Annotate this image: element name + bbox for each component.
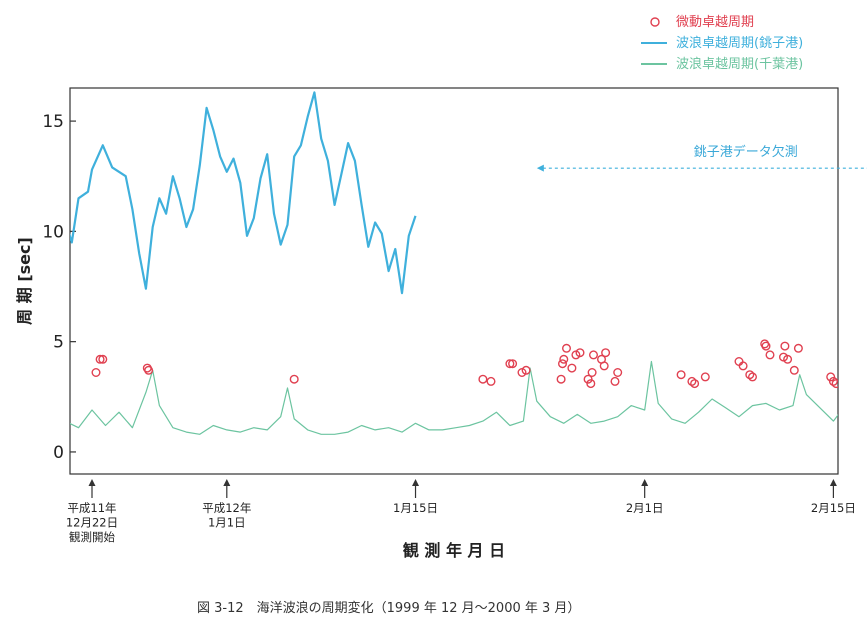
legend-label: 波浪卓越周期(千葉港)	[676, 57, 803, 72]
microseism-point	[700, 372, 710, 382]
microseism-point	[761, 341, 771, 351]
y-tick-label: 15	[42, 112, 64, 132]
x-axis: 平成11年12月22日観測開始平成12年1月1日1月15日2月1日2月15日3月…	[66, 479, 856, 544]
plot-area: 0 5 10 15 銚子港データ欠測	[42, 87, 867, 475]
microseism-point	[599, 361, 609, 371]
date-tick-label: 2月15日	[811, 501, 856, 515]
series-layer	[70, 91, 859, 435]
y-tick-label: 5	[53, 333, 64, 353]
microseism-point	[91, 368, 101, 378]
arrowhead-up-icon	[223, 479, 231, 486]
series-line-wave_chiba-1	[70, 360, 838, 435]
microseism-point	[793, 343, 803, 353]
microseism-point	[521, 365, 531, 375]
microseism-point	[783, 354, 793, 364]
microseism-point	[575, 348, 585, 358]
arrowhead-up-icon	[412, 479, 420, 486]
microseism-point	[676, 370, 686, 380]
legend-label: 微動卓越周期	[676, 15, 754, 30]
date-tick-label: 2月1日	[626, 501, 664, 515]
microseism-point	[687, 376, 697, 386]
plot-frame	[69, 87, 839, 475]
microseism-point	[508, 359, 518, 369]
microseism-point	[601, 348, 611, 358]
microseism-point	[851, 360, 859, 368]
date-tick-label: 1月15日	[393, 501, 438, 515]
microseism-point	[505, 359, 515, 369]
microseism-point	[849, 360, 857, 368]
microseism-point	[610, 376, 620, 386]
microseism-point	[556, 374, 566, 384]
microseism-point	[843, 342, 851, 350]
date-tick-label: 平成12年 1月1日	[202, 501, 251, 530]
y-axis-title: 周 期 [sec]	[15, 237, 34, 325]
microseism-point	[831, 379, 838, 389]
microseism-point	[690, 379, 700, 389]
arrowhead-up-icon	[641, 479, 649, 486]
y-axis: 0 5 10 15	[42, 112, 76, 463]
microseism-point	[745, 370, 755, 380]
microseism-point	[828, 376, 838, 386]
microseism-point	[562, 343, 572, 353]
microseism-point	[583, 374, 593, 384]
arrowhead-up-icon	[829, 479, 837, 486]
microseism-point	[98, 354, 108, 364]
figure-caption: 図 3-12 海洋波浪の周期変化（1999 年 12 月～2000 年 3 月）	[197, 600, 580, 616]
microseism-point	[144, 365, 154, 375]
microseism-point	[586, 379, 596, 389]
microseism-point	[738, 361, 748, 371]
microseism-point	[748, 372, 758, 382]
arrowhead-left-icon	[536, 164, 544, 172]
y-tick-label: 0	[53, 443, 64, 463]
microseism-point	[559, 354, 569, 364]
microseism-point	[589, 350, 599, 360]
microseism-point	[765, 350, 775, 360]
microseism-point	[789, 365, 799, 375]
microseism-point	[826, 372, 836, 382]
missing-data-annotation: 銚子港データ欠測	[536, 144, 867, 172]
microseism-point	[840, 353, 848, 361]
microseism-point	[558, 359, 568, 369]
date-tick-label: 平成11年 12月22日観測開始	[66, 501, 118, 544]
microseism-point	[486, 376, 496, 386]
microseism-point	[780, 341, 790, 351]
microseism-point	[587, 368, 597, 378]
x-axis-title: 観 測 年 月 日	[403, 541, 505, 560]
microseism-point	[613, 368, 623, 378]
legend-label: 波浪卓越周期(銚子港)	[676, 36, 803, 51]
microseism-point	[289, 374, 299, 384]
microseism-point	[478, 374, 488, 384]
microseism-point	[95, 354, 105, 364]
microseism-point	[567, 363, 577, 373]
y-tick-label: 10	[42, 222, 64, 242]
legend-marker	[650, 17, 660, 27]
arrowhead-up-icon	[88, 479, 96, 486]
missing-data-label: 銚子港データ欠測	[694, 144, 798, 160]
series-line-wave_choshi-1	[70, 91, 417, 295]
